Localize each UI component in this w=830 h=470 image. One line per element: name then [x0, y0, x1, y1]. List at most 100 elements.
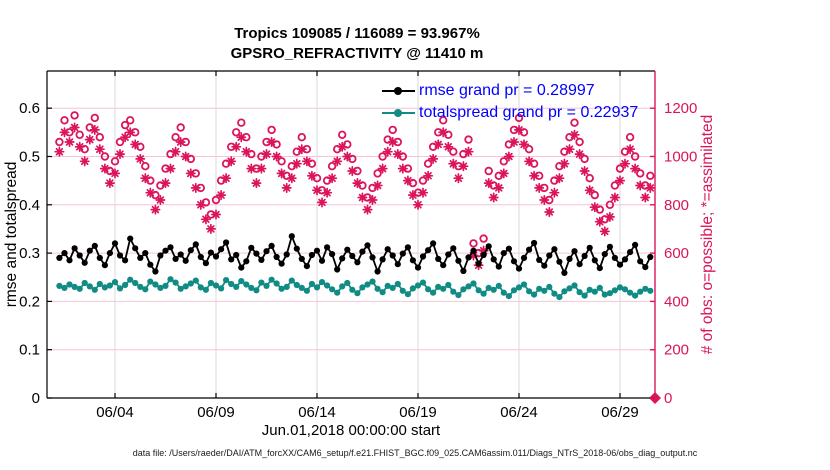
- rmse-series-point: [268, 242, 275, 249]
- totalspread-series-point: [556, 294, 563, 301]
- rmse-series-point: [81, 259, 88, 266]
- totalspread-series-point: [445, 281, 452, 289]
- assimilated-point: [226, 156, 237, 167]
- totalspread-series-point: [283, 283, 290, 290]
- totalspread-legend-marker-icon: [382, 109, 415, 117]
- rmse-series-point: [647, 253, 654, 261]
- rmse-series-point: [71, 245, 78, 252]
- totalspread-series-point: [394, 280, 401, 288]
- left-tick-label: 0.6: [19, 100, 40, 117]
- possible-point: [575, 137, 584, 147]
- rmse-series-point: [202, 260, 209, 267]
- assimilated-point: [584, 185, 595, 196]
- assimilated-point: [493, 182, 504, 193]
- assimilated-point: [478, 245, 489, 256]
- totalspread-series-point: [627, 289, 634, 296]
- totalspread-series-point: [364, 281, 371, 288]
- legend-row-rmse: rmse grand pr = 0.28997: [382, 80, 638, 102]
- assimilated-point: [145, 187, 156, 198]
- totalspread-series-point: [293, 281, 300, 289]
- rmse-series-point: [318, 257, 326, 264]
- totalspread-series-point: [606, 290, 614, 297]
- rmse-series-point: [642, 264, 649, 271]
- possible-point: [297, 132, 306, 142]
- possible-point: [75, 130, 84, 139]
- possible-point: [171, 132, 180, 142]
- rmse-series-point: [127, 235, 134, 242]
- right-tick-label: 1000: [664, 148, 697, 165]
- rmse-series-point: [96, 254, 103, 261]
- assimilated-point: [296, 144, 307, 155]
- assimilated-point: [135, 153, 146, 164]
- rmse-series-point: [611, 254, 619, 261]
- totalspread-series-point: [359, 284, 366, 291]
- rmse-series-point: [212, 253, 220, 260]
- rmse-series-point: [520, 254, 528, 261]
- rmse-series-point: [248, 244, 255, 251]
- rmse-series-point: [228, 256, 235, 263]
- rmse-series-point: [601, 251, 608, 258]
- assimilated-point: [125, 127, 136, 138]
- totalspread-series-point: [399, 287, 406, 294]
- possible-point: [514, 113, 524, 123]
- right-tick-label: 600: [664, 245, 689, 262]
- rmse-series-point: [86, 247, 93, 254]
- rmse-series-point: [293, 245, 300, 252]
- assimilated-point: [468, 250, 479, 261]
- left-tick-label: 0.2: [19, 293, 40, 310]
- left-tick-label: 0: [32, 390, 40, 407]
- assimilated-point: [488, 192, 499, 203]
- assimilated-point: [630, 163, 641, 174]
- rmse-legend-marker-icon: [382, 87, 415, 95]
- totalspread-series-point: [339, 283, 346, 290]
- rmse-series-point: [465, 254, 472, 261]
- x-tick-label: 06/14: [298, 404, 336, 421]
- totalspread-series-point: [621, 286, 629, 293]
- possible-point: [115, 137, 125, 147]
- rmse-series-point: [561, 269, 568, 276]
- rmse-series-point: [515, 265, 523, 272]
- rmse-series-point: [470, 247, 477, 254]
- totalspread-series-point: [288, 277, 295, 284]
- assimilated-point: [261, 149, 272, 160]
- x-tick-label: 06/09: [197, 404, 235, 421]
- assimilated-point: [594, 216, 605, 227]
- possible-point: [590, 190, 599, 200]
- rmse-series-point: [566, 255, 573, 262]
- rmse-series-point: [556, 258, 563, 265]
- assimilated-point: [423, 170, 434, 181]
- totalspread-series-point: [536, 285, 543, 292]
- assimilated-point: [503, 151, 514, 162]
- totalspread-series-point: [182, 283, 189, 290]
- totalspread-series-point: [425, 286, 432, 293]
- rmse-series-point: [258, 256, 265, 263]
- rmse-series-point: [632, 241, 639, 248]
- rmse-series-point: [571, 248, 578, 255]
- totalspread-series-point: [56, 282, 63, 289]
- rmse-series-point: [480, 251, 487, 259]
- rmse-series-point: [586, 244, 593, 251]
- totalspread-series-point: [581, 292, 588, 299]
- rmse-series-point: [66, 257, 73, 264]
- assimilated-scatter-series: [54, 122, 656, 271]
- assimilated-point: [625, 144, 636, 155]
- assimilated-point: [564, 144, 575, 155]
- assimilated-point: [529, 170, 540, 181]
- rmse-legend-label: rmse grand pr = 0.28997: [419, 82, 595, 99]
- assimilated-point: [579, 165, 590, 177]
- possible-point: [423, 159, 433, 168]
- rmse-series-point: [233, 251, 240, 259]
- rmse-series-point: [399, 250, 406, 257]
- rmse-series-point: [122, 257, 129, 264]
- totalspread-series-point: [177, 285, 184, 292]
- assimilated-point: [69, 122, 80, 133]
- assimilated-point: [130, 139, 141, 150]
- totalspread-series-point: [591, 288, 598, 295]
- assimilated-point: [367, 194, 378, 206]
- totalspread-series-point: [187, 280, 194, 287]
- totalspread-series-point: [278, 285, 285, 292]
- assimilated-point: [316, 197, 328, 208]
- assimilated-point: [609, 192, 620, 203]
- assimilated-point: [286, 173, 297, 184]
- rmse-series-point: [192, 241, 199, 248]
